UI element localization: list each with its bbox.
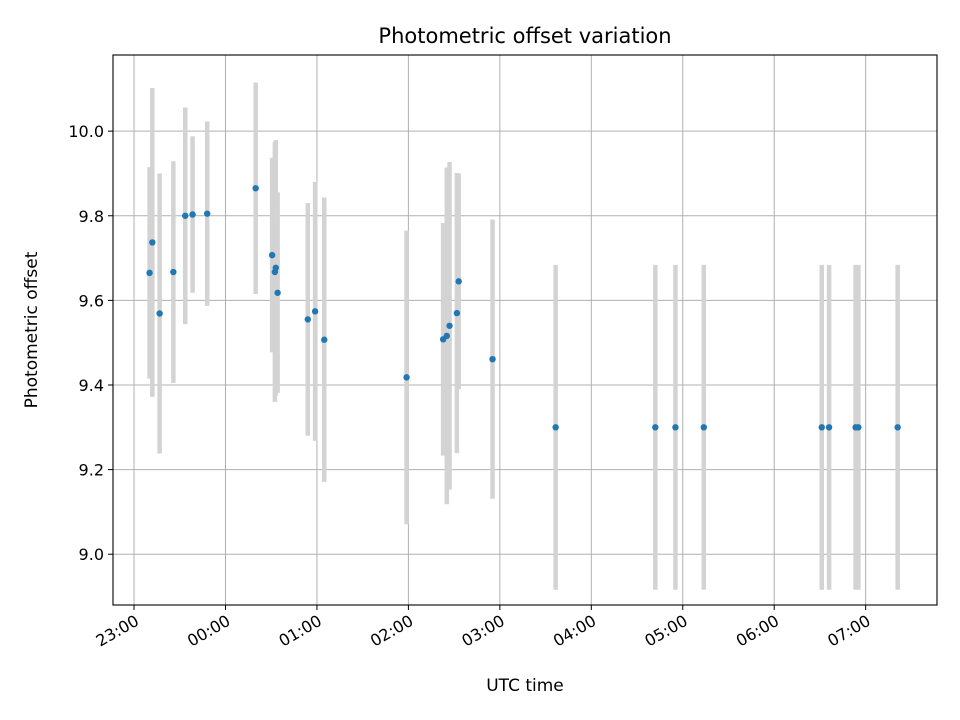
plot-frame	[112, 54, 938, 606]
data-point	[156, 310, 163, 317]
data-point	[672, 424, 679, 431]
y-axis-ticks: 9.0 9.2 9.4 9.6 9.8 10.0	[68, 122, 113, 564]
y-tick-label: 9.0	[79, 545, 104, 564]
data-point	[146, 269, 153, 277]
data-point	[252, 185, 259, 192]
data-point	[489, 355, 496, 363]
data-point	[272, 264, 279, 272]
data-point	[894, 424, 901, 431]
data-point	[455, 278, 462, 285]
data-point	[268, 251, 276, 259]
data-point	[182, 212, 189, 219]
data-point	[170, 268, 177, 276]
data-point	[552, 424, 559, 431]
y-tick-label: 9.6	[79, 291, 104, 310]
y-tick-label: 10.0	[68, 122, 104, 141]
chart-title: Photometric offset variation	[378, 24, 671, 48]
data-point	[403, 374, 410, 381]
data-point	[443, 332, 451, 340]
y-axis-label: Photometric offset	[22, 251, 42, 408]
data-point	[652, 424, 659, 431]
data-point	[149, 239, 156, 246]
data-point	[855, 424, 862, 431]
data-point	[274, 289, 281, 296]
data-point	[189, 211, 196, 218]
data-point	[203, 210, 211, 217]
data-points	[146, 185, 901, 431]
y-tick-label: 9.8	[79, 207, 104, 226]
data-point	[700, 424, 707, 431]
y-tick-label: 9.2	[79, 461, 104, 480]
data-point	[825, 424, 833, 431]
grid	[113, 55, 937, 605]
data-point	[304, 316, 311, 323]
data-point	[453, 309, 461, 317]
data-point	[321, 336, 328, 343]
x-axis-label: UTC time	[486, 676, 564, 696]
data-point	[818, 424, 825, 431]
data-point	[446, 322, 453, 329]
y-tick-label: 9.4	[79, 376, 104, 395]
data-point	[311, 308, 319, 315]
